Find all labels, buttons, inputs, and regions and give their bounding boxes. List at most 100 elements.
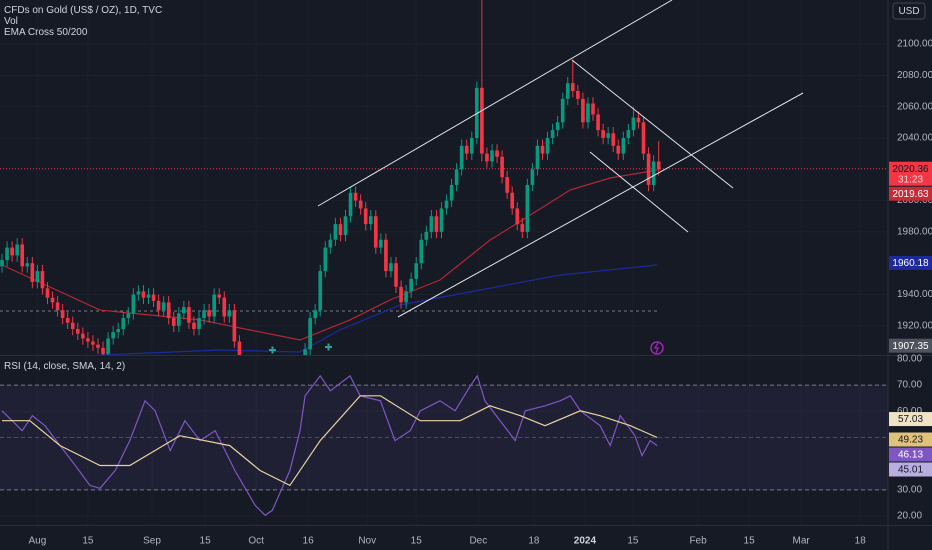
price-badge xyxy=(889,462,932,477)
candle-body xyxy=(429,216,434,232)
candle-body xyxy=(237,341,242,355)
rsi-background xyxy=(0,384,888,491)
x-tick-label: 16 xyxy=(303,536,315,547)
grid xyxy=(0,0,888,525)
candle-body xyxy=(131,294,136,314)
candle-body xyxy=(591,103,595,115)
candle-body xyxy=(126,313,131,319)
candle-body xyxy=(545,137,550,154)
price-badge-label: 2020.36 xyxy=(892,164,929,175)
candle-body xyxy=(35,271,40,283)
x-tick-label: Feb xyxy=(689,536,707,547)
candle-body xyxy=(641,122,646,154)
candle-body xyxy=(20,244,25,267)
candle-body xyxy=(576,90,580,99)
y-tick-label: 1980.00 xyxy=(897,227,932,238)
candle-body xyxy=(560,98,565,123)
candle-body xyxy=(464,145,469,154)
candle-body xyxy=(565,83,570,99)
candle-body xyxy=(318,271,323,311)
candle-body xyxy=(15,244,19,256)
candle-body xyxy=(65,318,70,323)
candle-body xyxy=(222,297,227,317)
countdown: 31:23 xyxy=(898,174,923,185)
currency-label[interactable]: USD xyxy=(898,6,919,17)
candle-body xyxy=(394,263,398,287)
indicator-label: Vol xyxy=(4,16,18,27)
line-series xyxy=(2,395,658,487)
candle-body xyxy=(636,117,641,123)
candle-body xyxy=(348,192,353,217)
candle-body xyxy=(434,216,439,232)
candle-body xyxy=(409,278,413,292)
candle-body xyxy=(121,318,126,330)
cross-marker xyxy=(269,346,276,354)
price-badge-label: 1907.35 xyxy=(892,341,929,352)
price-badge-label: 57.03 xyxy=(898,414,923,425)
x-tick-label: 15 xyxy=(82,536,94,547)
candle-body xyxy=(379,239,383,248)
candle-body xyxy=(485,153,489,162)
y-tick-label: 60.00 xyxy=(897,406,922,417)
candle-body xyxy=(303,349,307,355)
candle-body xyxy=(10,247,14,256)
candle-body xyxy=(616,145,621,154)
candle-body xyxy=(358,200,363,209)
candle-body xyxy=(419,239,424,264)
rsi-title: RSI (14, close, SMA, 14, 2) xyxy=(4,361,125,372)
x-tick-label: Dec xyxy=(469,536,487,547)
candle-body xyxy=(161,302,166,311)
candle-body xyxy=(540,145,545,154)
candle-body xyxy=(651,161,656,185)
candle-body xyxy=(111,332,115,339)
trend-line xyxy=(589,151,689,233)
candle-body xyxy=(333,224,338,240)
y-tick-label: 1940.00 xyxy=(897,289,932,300)
event-icon-bolt xyxy=(653,342,659,354)
candle-body xyxy=(212,294,216,317)
candle-body xyxy=(424,231,429,240)
candle-body xyxy=(535,145,540,170)
candle-body xyxy=(30,263,35,283)
candle-body xyxy=(106,338,110,355)
candle-body xyxy=(96,344,100,348)
candle-body xyxy=(60,310,65,319)
candle-body xyxy=(581,98,585,123)
candle-body xyxy=(495,150,499,157)
candle-body xyxy=(227,310,232,317)
x-tick-label: Sep xyxy=(143,536,161,547)
price-badge-label: 45.01 xyxy=(898,465,923,476)
candle-body xyxy=(414,263,419,279)
candle-body xyxy=(399,286,403,303)
candle-body xyxy=(81,333,85,339)
candle-body xyxy=(146,294,151,298)
candle-body xyxy=(101,347,105,355)
candle-body xyxy=(384,239,388,272)
trend-line xyxy=(317,0,673,207)
candle-body xyxy=(25,263,30,267)
rsi-pane xyxy=(1,374,658,517)
candle-body xyxy=(116,329,121,333)
candle-body xyxy=(323,247,328,272)
y-tick-label: 2060.00 xyxy=(897,101,932,112)
candle-body xyxy=(0,260,4,267)
candle-body xyxy=(596,114,600,131)
x-tick-label: 15 xyxy=(744,536,756,547)
candle-body xyxy=(45,288,50,298)
price-badge xyxy=(889,432,932,447)
event-icon[interactable] xyxy=(650,341,664,355)
candle-body xyxy=(197,318,201,330)
candle-body xyxy=(313,310,318,319)
candle-body xyxy=(156,300,161,311)
cross-marker xyxy=(325,343,332,351)
currency-button[interactable] xyxy=(892,2,926,20)
candle-body xyxy=(459,145,464,170)
candle-body xyxy=(656,161,661,170)
candle-body xyxy=(141,291,146,298)
candle-body xyxy=(525,184,530,232)
candle-body xyxy=(475,87,479,138)
candle-body xyxy=(444,200,449,209)
price-badge-label: 49.23 xyxy=(898,435,923,446)
